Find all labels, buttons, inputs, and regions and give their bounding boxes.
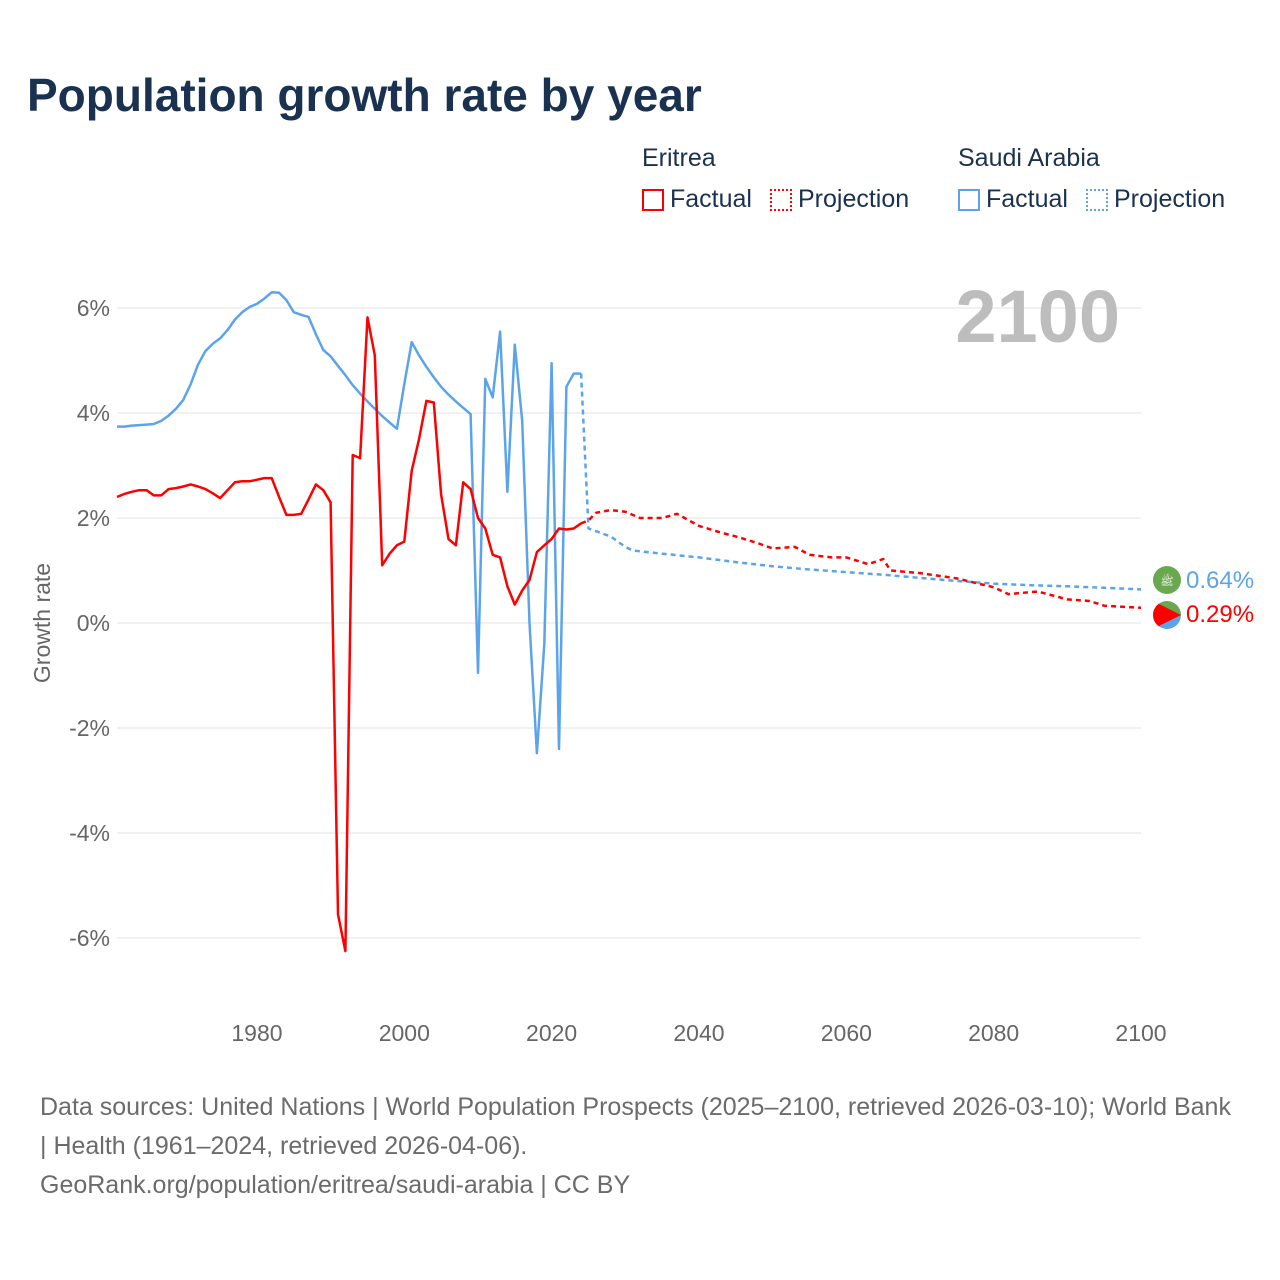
y-tick-label: -6%	[69, 925, 110, 951]
legend-label: Factual	[670, 185, 752, 213]
legend-saudi-title: Saudi Arabia	[958, 144, 1100, 172]
year-label: 2100	[955, 275, 1120, 358]
saudi-end-value: 0.64%	[1186, 567, 1254, 594]
x-tick-label: 1980	[231, 1020, 282, 1046]
legend-label: Projection	[1113, 185, 1226, 213]
y-tick-label: 6%	[77, 295, 110, 321]
x-tick-label: 2020	[526, 1020, 577, 1046]
x-tick-label: 2000	[379, 1020, 430, 1046]
y-tick-label: 0%	[77, 610, 110, 636]
y-tick-label: 2%	[77, 505, 110, 531]
source-link[interactable]: GeoRank.org/population/eritrea/saudi-ara…	[40, 1171, 631, 1199]
x-tick-label: 2040	[673, 1020, 724, 1046]
eritrea-projection-line[interactable]	[580, 508, 1142, 610]
legend-saudi-factual[interactable]: Factual	[958, 185, 1068, 214]
legend-eritrea-title: Eritrea	[642, 144, 716, 172]
chart-title: Population growth rate by year	[27, 69, 702, 121]
svg-text:ﷺ: ﷺ	[1160, 573, 1173, 588]
source-text: Data sources: United Nations | World Pop…	[40, 1093, 1231, 1160]
legend-eritrea-projection[interactable]: Projection	[769, 185, 910, 214]
eritrea-flag-icon	[1153, 601, 1181, 629]
legend-label: Projection	[797, 185, 910, 213]
y-tick-label: -4%	[69, 820, 110, 846]
x-tick-label: 2080	[968, 1020, 1019, 1046]
legend-swatch	[769, 188, 792, 211]
data-source: Data sources: United Nations | World Pop…	[40, 1088, 1240, 1205]
saudi-arabia-factual-line[interactable]	[117, 291, 582, 755]
x-tick-label: 2060	[821, 1020, 872, 1046]
legend-eritrea: Eritrea Factual Projection	[642, 144, 909, 214]
eritrea-factual-line[interactable]	[116, 316, 582, 953]
legend-swatch	[642, 188, 664, 211]
legend-saudi-projection[interactable]: Projection	[1085, 185, 1226, 214]
legend-swatch	[1085, 188, 1108, 211]
y-tick-label: 4%	[77, 400, 110, 426]
y-tick-label: -2%	[69, 715, 110, 741]
eritrea-end-value: 0.29%	[1186, 601, 1254, 628]
x-tick-label: 2100	[1115, 1020, 1166, 1046]
legend-label: Factual	[986, 185, 1068, 213]
saudi-flag-icon: ﷺ	[1153, 566, 1181, 594]
saudi-arabia-projection-line[interactable]	[579, 373, 1142, 591]
legend-saudi: Saudi Arabia Factual Projection	[958, 144, 1225, 214]
legend-swatch	[958, 188, 980, 211]
y-axis-label: Growth rate	[29, 563, 55, 683]
legend-eritrea-factual[interactable]: Factual	[642, 185, 752, 214]
